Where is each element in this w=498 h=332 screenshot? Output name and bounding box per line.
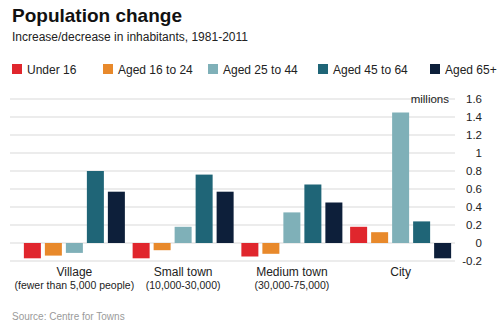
bar <box>350 227 367 243</box>
grid-line <box>10 171 455 172</box>
bar <box>304 185 321 244</box>
legend-label: Aged 65+ <box>445 63 497 77</box>
tick-label: 0 <box>476 237 482 249</box>
legend-swatch <box>103 64 113 74</box>
tick-label: 0.2 <box>466 219 482 231</box>
bar <box>413 221 430 243</box>
bar <box>262 243 279 254</box>
category-line: Medium town <box>256 265 327 279</box>
grid-line <box>10 153 455 154</box>
source: Source: Centre for Towns <box>12 311 125 322</box>
bar <box>108 192 125 243</box>
bars <box>24 113 451 259</box>
grid-line <box>10 117 455 118</box>
category-label: City <box>390 265 411 279</box>
legend-label: Under 16 <box>27 63 77 77</box>
category-line: Small town <box>154 265 213 279</box>
bar <box>87 171 104 243</box>
bar <box>45 243 62 256</box>
tick-label: 1.2 <box>466 129 482 141</box>
bar <box>133 243 150 258</box>
tick-label: 0.6 <box>466 183 482 195</box>
title: Population change <box>12 5 182 26</box>
legend-label: Aged 45 to 64 <box>333 63 408 77</box>
bar <box>325 203 342 244</box>
bar <box>241 243 258 257</box>
legend-swatch <box>318 64 328 74</box>
bar <box>66 243 83 253</box>
category-line: (fewer than 5,000 people) <box>15 279 135 291</box>
grid-line <box>10 135 455 136</box>
bar <box>175 227 192 243</box>
bar <box>283 212 300 243</box>
bar <box>371 232 388 243</box>
tick-label: -0.2 <box>462 255 482 267</box>
category-label: Village(fewer than 5,000 people) <box>15 265 135 291</box>
bar <box>196 175 213 243</box>
legend-label: Aged 16 to 24 <box>118 63 193 77</box>
bar <box>392 113 409 244</box>
legend-label: Aged 25 to 44 <box>223 63 298 77</box>
category-line: City <box>390 265 411 279</box>
tick-label: 0.4 <box>466 201 483 213</box>
category-label: Small town(10,000-30,000) <box>146 265 221 291</box>
legend-swatch <box>430 64 440 74</box>
category-line: (30,000-75,000) <box>255 279 330 291</box>
chart: Population change Increase/decrease in in… <box>0 0 498 332</box>
legend-swatch <box>208 64 218 74</box>
category-label: Medium town(30,000-75,000) <box>255 265 330 291</box>
bar <box>217 192 234 243</box>
tick-label: 1.6 <box>466 93 482 105</box>
axis-label: millions <box>411 93 450 105</box>
legend-swatch <box>12 64 22 74</box>
grid-line <box>10 189 455 190</box>
tick-label: 1 <box>476 147 482 159</box>
bar <box>434 243 451 258</box>
grid-line <box>10 99 455 100</box>
category-line: Village <box>56 265 92 279</box>
subtitle: Increase/decrease in inhabitants, 1981-2… <box>12 30 248 44</box>
category-line: (10,000-30,000) <box>146 279 221 291</box>
bar <box>24 243 41 258</box>
tick-label: 0.8 <box>466 165 482 177</box>
grid-line <box>10 261 455 262</box>
bar <box>154 243 171 250</box>
tick-label: 1.4 <box>466 111 483 123</box>
